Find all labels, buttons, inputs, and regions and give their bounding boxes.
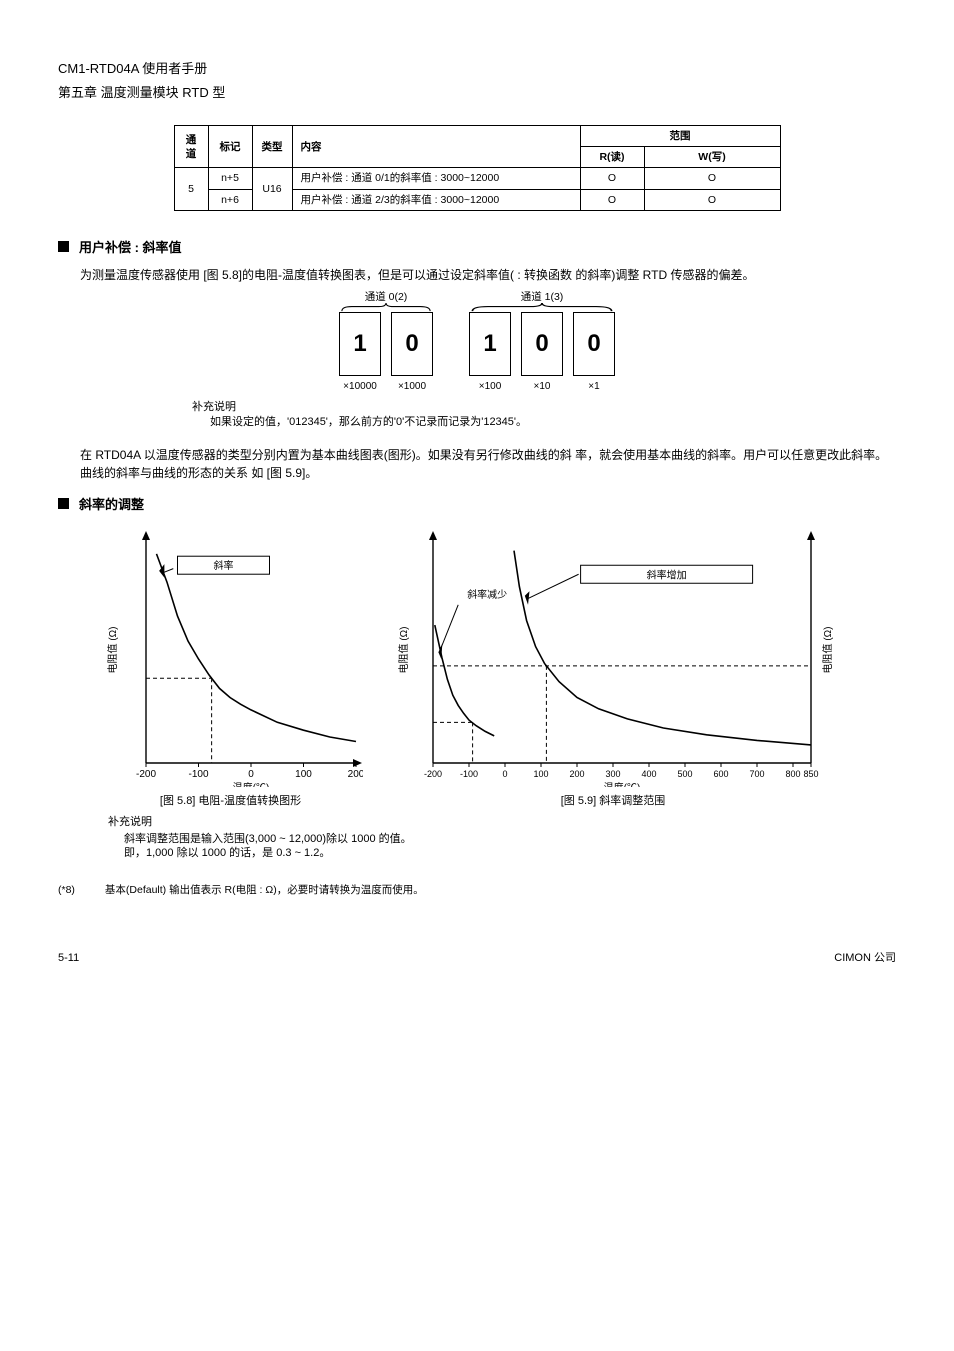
chart-note-line: 即，1,000 除以 1000 的话，是 0.3 ~ 1.2。: [124, 846, 896, 861]
digit-boxes: 通道 0(2) 1 ×10000 0 ×1000 通道 1(3) 1 ×100 …: [58, 294, 896, 394]
svg-text:斜率减少: 斜率减少: [467, 588, 507, 601]
svg-text:200: 200: [348, 769, 363, 780]
svg-text:-200: -200: [424, 769, 442, 779]
svg-text:400: 400: [641, 769, 656, 779]
table-header-row: 通道 标记 类型 内容 范围: [174, 126, 780, 147]
bullet-icon: [58, 498, 69, 509]
page-footer: 5-11 CIMON 公司: [58, 951, 896, 966]
chart-rt-conversion: -200 -100 0 100 200 电阻值 (Ω) 温度(℃) 斜率 [图 5.8] 电阻…: [98, 527, 363, 809]
section-title: 用户补偿 : 斜率值: [79, 239, 182, 257]
cell-type: U16: [252, 168, 292, 210]
digit-group-1: 通道 1(3) 1 ×100 0 ×10 0 ×1: [469, 294, 615, 394]
cell-mark: n+5: [208, 168, 252, 189]
footnote: (*8) 基本(Default) 输出值表示 R(电阻 : Ω)，必要时请转换为…: [58, 883, 896, 897]
section-title: 斜率的调整: [79, 496, 144, 514]
svg-text:850: 850: [803, 769, 818, 779]
chart-caption: [图 5.8] 电阻-温度值转换图形: [98, 794, 363, 809]
svg-text:斜率: 斜率: [214, 559, 234, 572]
para: 为测量温度传感器使用 [图 5.8]的电阻-温度值转换图表，但是可以通过设定斜率…: [80, 266, 896, 284]
digit-caption: ×10: [534, 380, 551, 394]
section-user-compensation: 用户补偿 : 斜率值: [58, 239, 896, 257]
digit-box: 0: [521, 312, 563, 376]
footnote-label: (*8): [58, 883, 102, 897]
digit-box: 1: [469, 312, 511, 376]
supplement-body: 如果设定的值，'012345'，那么前方的'0'不记录而记录为'12345'。: [210, 415, 896, 430]
cell-w: O: [644, 189, 780, 210]
chart-note-line: 斜率调整范围是输入范围(3,000 ~ 12,000)除以 1000 的值。: [124, 832, 896, 847]
chart-note-title: 补充说明: [108, 815, 896, 830]
svg-text:温度(℃): 温度(℃): [233, 781, 270, 787]
digit-box: 0: [391, 312, 433, 376]
cell-w: O: [644, 168, 780, 189]
svg-text:200: 200: [569, 769, 584, 779]
bullet-icon: [58, 241, 69, 252]
col-content: 内容: [292, 126, 580, 168]
spec-table-wrap: 通道 标记 类型 内容 范围 R(读) W(写) 5 n+5 U16 用户补偿 …: [58, 125, 896, 211]
table-row: 5 n+5 U16 用户补偿 : 通道 0/1的斜率值 : 3000~12000…: [174, 168, 780, 189]
digit-caption: ×1000: [398, 380, 426, 394]
cell-content: 用户补偿 : 通道 0/1的斜率值 : 3000~12000: [292, 168, 580, 189]
brace-icon: [471, 303, 613, 312]
svg-text:电阻值 (Ω): 电阻值 (Ω): [106, 627, 119, 674]
doc-title: CM1-RTD04A 使用者手册: [58, 60, 896, 78]
svg-text:-200: -200: [136, 769, 156, 780]
col-range: 范围: [580, 126, 780, 147]
section-body: 为测量温度传感器使用 [图 5.8]的电阻-温度值转换图表，但是可以通过设定斜率…: [80, 266, 896, 284]
chart-note: 补充说明 斜率调整范围是输入范围(3,000 ~ 12,000)除以 1000 …: [58, 815, 896, 862]
svg-text:600: 600: [713, 769, 728, 779]
svg-text:0: 0: [502, 769, 507, 779]
svg-text:电阻值 (Ω): 电阻值 (Ω): [821, 627, 833, 674]
section-slope-adjust: 斜率的调整: [58, 496, 896, 514]
col-range-w: W(写): [644, 147, 780, 168]
col-channel: 通道: [174, 126, 208, 168]
digit-group-0: 通道 0(2) 1 ×10000 0 ×1000: [339, 294, 433, 394]
cell-r: O: [580, 168, 644, 189]
chart-caption: [图 5.9] 斜率调整范围: [393, 794, 833, 809]
svg-text:800: 800: [785, 769, 800, 779]
para: 在 RTD04A 以温度传感器的类型分别内置为基本曲线图表(图形)。如果没有另行…: [80, 446, 896, 482]
supplement-title: 补充说明: [192, 400, 896, 415]
svg-text:300: 300: [605, 769, 620, 779]
svg-text:电阻值 (Ω): 电阻值 (Ω): [397, 627, 410, 674]
digit-caption: ×100: [479, 380, 502, 394]
company-name: CIMON 公司: [834, 951, 896, 966]
cell-mark: n+6: [208, 189, 252, 210]
page-number: 5-11: [58, 951, 79, 966]
svg-text:-100: -100: [460, 769, 478, 779]
section-body: 在 RTD04A 以温度传感器的类型分别内置为基本曲线图表(图形)。如果没有另行…: [80, 446, 896, 482]
chart-slope-range: -200 -100 0 100 200 300 400 500 600 700 800850 电阻值 …: [393, 527, 833, 809]
digit-caption: ×1: [588, 380, 599, 394]
digit-box: 0: [573, 312, 615, 376]
svg-text:斜率增加: 斜率增加: [647, 568, 687, 581]
col-range-r: R(读): [580, 147, 644, 168]
svg-text:0: 0: [248, 769, 254, 780]
digit-box: 1: [339, 312, 381, 376]
svg-text:温度(℃): 温度(℃): [604, 781, 641, 787]
footnote-text: 基本(Default) 输出值表示 R(电阻 : Ω)，必要时请转换为温度而使用…: [105, 884, 424, 896]
svg-text:500: 500: [677, 769, 692, 779]
spec-table: 通道 标记 类型 内容 范围 R(读) W(写) 5 n+5 U16 用户补偿 …: [174, 125, 781, 211]
cell-channel: 5: [174, 168, 208, 210]
col-type: 类型: [252, 126, 292, 168]
doc-subtitle: 第五章 温度测量模块 RTD 型: [58, 84, 896, 102]
svg-text:100: 100: [295, 769, 312, 780]
svg-text:-100: -100: [188, 769, 208, 780]
cell-content: 用户补偿 : 通道 2/3的斜率值 : 3000~12000: [292, 189, 580, 210]
charts-row: -200 -100 0 100 200 电阻值 (Ω) 温度(℃) 斜率 [图 5.8] 电阻…: [58, 527, 896, 809]
svg-text:700: 700: [749, 769, 764, 779]
col-mark: 标记: [208, 126, 252, 168]
svg-text:100: 100: [533, 769, 548, 779]
brace-icon: [341, 303, 431, 312]
cell-r: O: [580, 189, 644, 210]
digit-caption: ×10000: [343, 380, 377, 394]
